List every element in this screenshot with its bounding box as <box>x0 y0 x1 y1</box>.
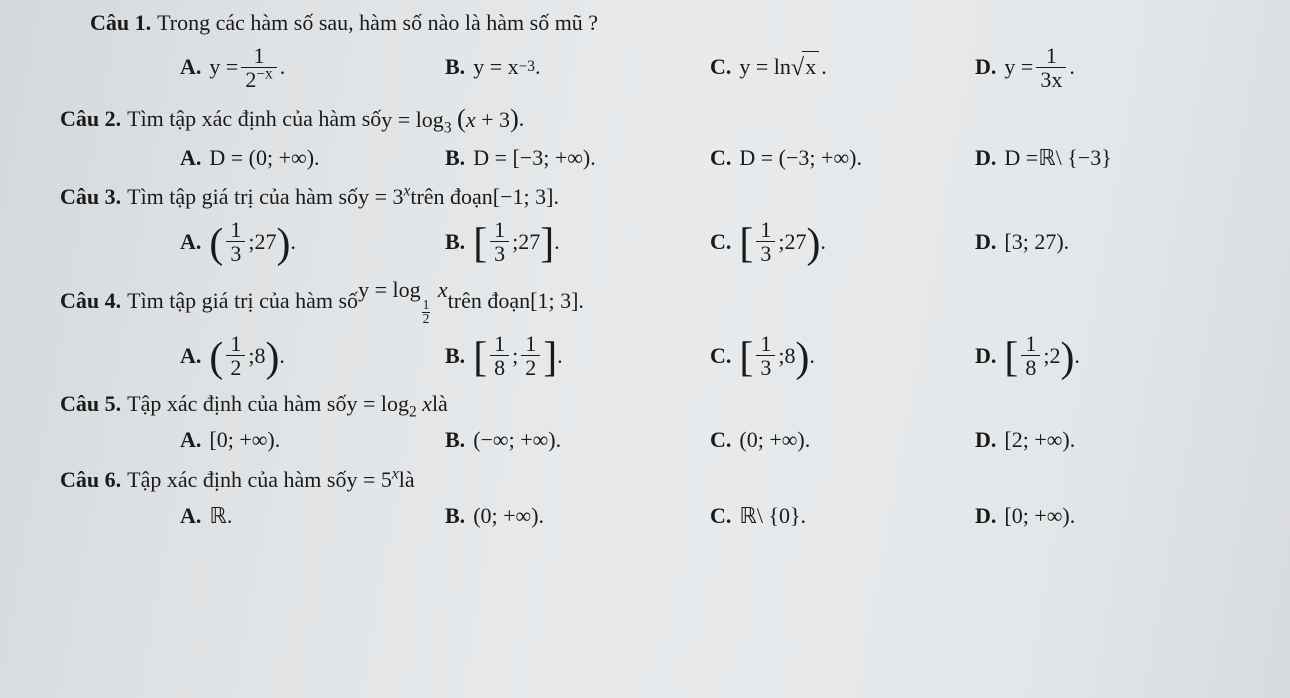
fraction: 1 3x <box>1036 44 1066 91</box>
q2-choice-c: C. D = (−3; +∞). <box>710 143 975 173</box>
question-4: Câu 4. Tìm tập giá trị của hàm số y = lo… <box>60 275 1260 326</box>
q4-choice-a: A. ( 12 ; 8 ) . <box>180 332 445 379</box>
q4-label: Câu 4. <box>60 286 121 316</box>
q5-label: Câu 5. <box>60 389 121 419</box>
q1-choice-d: D. y = 1 3x . <box>975 44 1240 91</box>
q5-choice-b: B. (−∞; +∞). <box>445 425 710 455</box>
q5-choice-d: D. [2; +∞). <box>975 425 1240 455</box>
q1-label: Câu 1. <box>90 8 151 38</box>
question-2: Câu 2. Tìm tập xác định của hàm số y = l… <box>60 101 1260 137</box>
q5-choice-a: A. [0; +∞). <box>180 425 445 455</box>
log-base-fraction: 12 <box>422 299 431 326</box>
q1-choice-b: B. y = x−3. <box>445 52 710 82</box>
q2-choice-b: B. D = [−3; +∞). <box>445 143 710 173</box>
q3-label: Câu 3. <box>60 182 121 212</box>
q5-choice-c: C. (0; +∞). <box>710 425 975 455</box>
q6-choice-d: D. [0; +∞). <box>975 501 1240 531</box>
q2-label: Câu 2. <box>60 104 121 134</box>
question-3: Câu 3. Tìm tập giá trị của hàm số y = 3x… <box>60 182 1260 212</box>
q4-choice-c: C. [ 13 ; 8 ) . <box>710 332 975 379</box>
q3-choice-a: A. ( 13 ; 27 ) . <box>180 218 445 265</box>
q4-choices: A. ( 12 ; 8 ) . B. [ 18 ; 12 ] . C. [ 13… <box>180 332 1240 379</box>
q3-choice-d: D. [3; 27). <box>975 227 1240 257</box>
q4-choice-b: B. [ 18 ; 12 ] . <box>445 332 710 379</box>
q2-choice-a: A. D = (0; +∞). <box>180 143 445 173</box>
question-5: Câu 5. Tập xác định của hàm số y = log2 … <box>60 389 1260 419</box>
q4-choice-d: D. [ 18 ; 2 ) . <box>975 332 1240 379</box>
q3-choice-c: C. [ 13 ; 27 ) . <box>710 218 975 265</box>
question-6: Câu 6. Tập xác định của hàm số y = 5x là <box>60 465 1260 495</box>
q6-choices: A. ℝ. B. (0; +∞). C. ℝ \ {0}. D. [0; +∞)… <box>180 501 1240 531</box>
fraction: 1 2−x <box>241 44 276 91</box>
q2-choices: A. D = (0; +∞). B. D = [−3; +∞). C. D = … <box>180 143 1240 173</box>
q3-choice-b: B. [ 13 ; 27 ] . <box>445 218 710 265</box>
q6-choice-c: C. ℝ \ {0}. <box>710 501 975 531</box>
question-1: Câu 1. Trong các hàm số sau, hàm số nào … <box>90 8 1260 38</box>
sqrt: √x <box>791 51 819 84</box>
q6-choice-b: B. (0; +∞). <box>445 501 710 531</box>
q1-text: Trong các hàm số sau, hàm số nào là hàm … <box>157 8 598 38</box>
q1-choices: A. y = 1 2−x . B. y = x−3. C. y = ln √x … <box>180 44 1240 91</box>
q1-choice-a: A. y = 1 2−x . <box>180 44 445 91</box>
q1-choice-c: C. y = ln √x . <box>710 51 975 84</box>
q6-label: Câu 6. <box>60 465 121 495</box>
q5-choices: A. [0; +∞). B. (−∞; +∞). C. (0; +∞). D. … <box>180 425 1240 455</box>
q6-choice-a: A. ℝ. <box>180 501 445 531</box>
q3-choices: A. ( 13 ; 27 ) . B. [ 13 ; 27 ] . C. [ 1… <box>180 218 1240 265</box>
q2-choice-d: D. D = ℝ \ {−3} <box>975 143 1240 173</box>
